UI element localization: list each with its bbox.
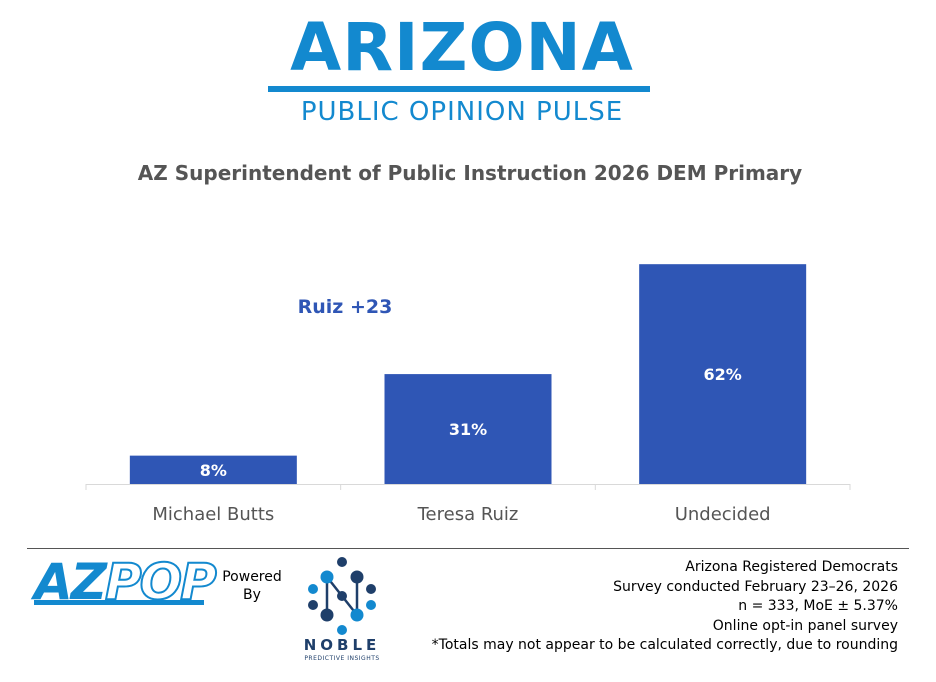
- survey-note-rounding: *Totals may not appear to be calculated …: [431, 637, 898, 653]
- noble-logo-name: NOBLE: [303, 636, 381, 654]
- x-tick-label: Teresa Ruiz: [417, 504, 519, 525]
- x-tick-label: Undecided: [675, 504, 771, 525]
- bar-undecided: [639, 264, 807, 484]
- survey-note-method: Online opt-in panel survey: [712, 617, 898, 634]
- survey-note-dates: Survey conducted February 23–26, 2026: [613, 578, 898, 595]
- noble-network-icon: [308, 557, 376, 635]
- lead-annotation: Ruiz +23: [297, 296, 393, 318]
- survey-notes: Arizona Registered Democrats Survey cond…: [420, 558, 898, 656]
- bar-teresa-ruiz: [384, 374, 552, 484]
- logo-divider-bar: [268, 86, 650, 92]
- powered-by-line-2: By: [243, 587, 261, 603]
- data-label: 8%: [200, 461, 227, 480]
- noble-logo-tagline: PREDICTIVE INSIGHTS: [304, 655, 380, 662]
- header: ARIZONA PUBLIC OPINION PULSE: [0, 0, 936, 140]
- x-tick-label: Michael Butts: [152, 504, 274, 525]
- chart-title: AZ Superintendent of Public Instruction …: [137, 161, 803, 185]
- survey-note-sample: n = 333, MoE ± 5.37%: [738, 598, 898, 614]
- bar-chart: 8% Michael Butts 31% Teresa Ruiz 62% Undecide…: [85, 264, 851, 525]
- powered-by-line-1: Powered: [222, 569, 282, 585]
- arizona-logo-subtitle: PUBLIC OPINION PULSE: [300, 97, 624, 127]
- azpop-logo-underline: [34, 600, 204, 605]
- azpop-logo-az: AZ: [34, 553, 107, 611]
- bar-michael-butts: [129, 455, 297, 484]
- arizona-logo-title: ARIZONA: [290, 9, 634, 86]
- data-label: 31%: [449, 420, 487, 439]
- footer-divider: [27, 548, 909, 549]
- survey-note-population: Arizona Registered Democrats: [685, 559, 898, 575]
- data-label: 62%: [704, 365, 742, 384]
- powered-by-label: Powered By: [212, 568, 292, 604]
